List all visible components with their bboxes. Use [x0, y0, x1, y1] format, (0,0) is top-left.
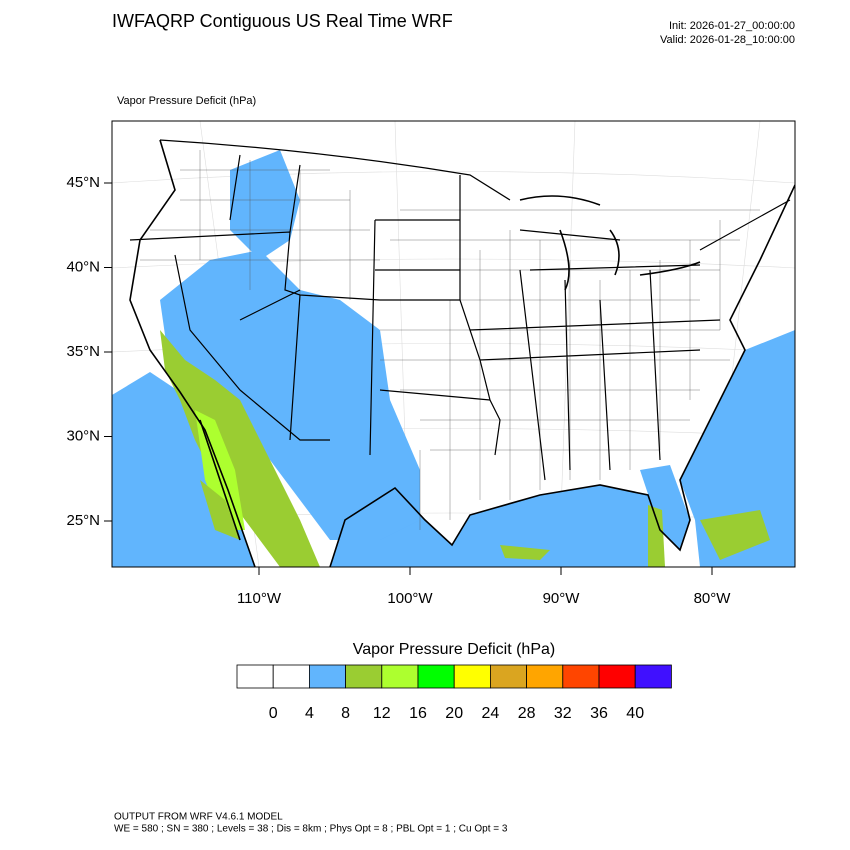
map-frame: [111, 120, 796, 568]
colorbar-box: [598, 664, 636, 689]
lon-tick-label: 90°W: [543, 590, 581, 607]
colorbar-label: 36: [590, 705, 608, 722]
colorbar-label: 28: [518, 705, 536, 722]
colorbar-label: 8: [341, 705, 350, 722]
colorbar-label: 40: [626, 705, 644, 722]
colorbar-label: 16: [409, 705, 427, 722]
colorbar-box: [489, 664, 527, 689]
lat-tick-label: 40°N: [66, 258, 100, 275]
colorbar-box: [381, 664, 419, 689]
lat-tick-label: 30°N: [66, 427, 100, 444]
colorbar-title: Vapor Pressure Deficit (hPa): [353, 641, 555, 658]
colorbar-label: 32: [554, 705, 572, 722]
lat-tick-label: 45°N: [66, 174, 100, 191]
lon-tick-label: 80°W: [694, 590, 732, 607]
colorbar-box: [453, 664, 491, 689]
colorbar-box: [634, 664, 672, 689]
lat-tick-label: 35°N: [66, 343, 100, 360]
title: IWFAQRP Contiguous US Real Time WRF: [112, 11, 453, 31]
map: [111, 120, 796, 568]
lon-tick-label: 100°W: [387, 590, 433, 607]
field-label: Vapor Pressure Deficit (hPa): [117, 95, 256, 107]
valid-time: Valid: 2026-01-28_10:00:00: [660, 34, 795, 46]
colorbar-label: 12: [373, 705, 391, 722]
colorbar-label: 4: [305, 705, 314, 722]
init-time: Init: 2026-01-27_00:00:00: [669, 20, 795, 32]
colorbar-box: [562, 664, 600, 689]
colorbar-box: [526, 664, 564, 689]
lon-tick-label: 110°W: [237, 590, 282, 607]
colorbar-box: [345, 664, 383, 689]
colorbar-label: 20: [445, 705, 463, 722]
state-lines: [129, 139, 791, 481]
footer-line: WE = 580 ; SN = 380 ; Levels = 38 ; Dis …: [114, 824, 508, 835]
colorbar-label: 0: [269, 705, 278, 722]
colorbar-box: [417, 664, 455, 689]
colorbar-label: 24: [482, 705, 500, 722]
coastline: [129, 139, 795, 567]
colorbar: 0 4 8 12 16 20 24 28 32 36 40: [236, 664, 672, 722]
colorbar-box: [236, 664, 274, 689]
lat-tick-label: 25°N: [66, 512, 100, 529]
colorbar-box: [308, 664, 346, 689]
water: [112, 330, 795, 567]
footer-line: OUTPUT FROM WRF V4.6.1 MODEL: [114, 812, 283, 823]
colorbar-box: [272, 664, 310, 689]
